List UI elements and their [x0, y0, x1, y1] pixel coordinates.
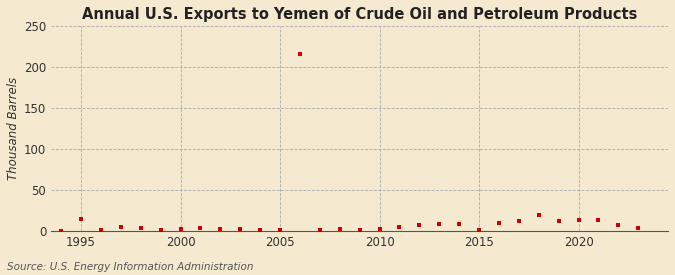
Point [573, 218, 584, 222]
Point [56, 229, 67, 233]
Point [195, 226, 206, 231]
Point [76, 217, 86, 222]
Point [434, 222, 445, 227]
Point [96, 228, 107, 232]
Point [235, 227, 246, 232]
Point [414, 223, 425, 227]
Point [394, 225, 405, 229]
Point [294, 52, 305, 56]
Point [275, 228, 286, 232]
Point [254, 228, 265, 232]
Point [115, 225, 126, 229]
Text: Source: U.S. Energy Information Administration: Source: U.S. Energy Information Administ… [7, 262, 253, 272]
Point [632, 226, 643, 230]
Point [454, 222, 464, 227]
Point [533, 212, 544, 217]
Point [175, 227, 186, 232]
Point [593, 218, 604, 222]
Point [514, 219, 524, 223]
Point [554, 219, 564, 223]
Point [136, 226, 146, 231]
Point [474, 228, 485, 232]
Y-axis label: Thousand Barrels: Thousand Barrels [7, 77, 20, 180]
Point [155, 228, 166, 232]
Point [613, 223, 624, 227]
Point [315, 228, 325, 232]
Point [334, 227, 345, 232]
Point [215, 227, 225, 232]
Title: Annual U.S. Exports to Yemen of Crude Oil and Petroleum Products: Annual U.S. Exports to Yemen of Crude Oi… [82, 7, 637, 22]
Point [354, 228, 365, 232]
Point [493, 221, 504, 225]
Point [374, 227, 385, 232]
